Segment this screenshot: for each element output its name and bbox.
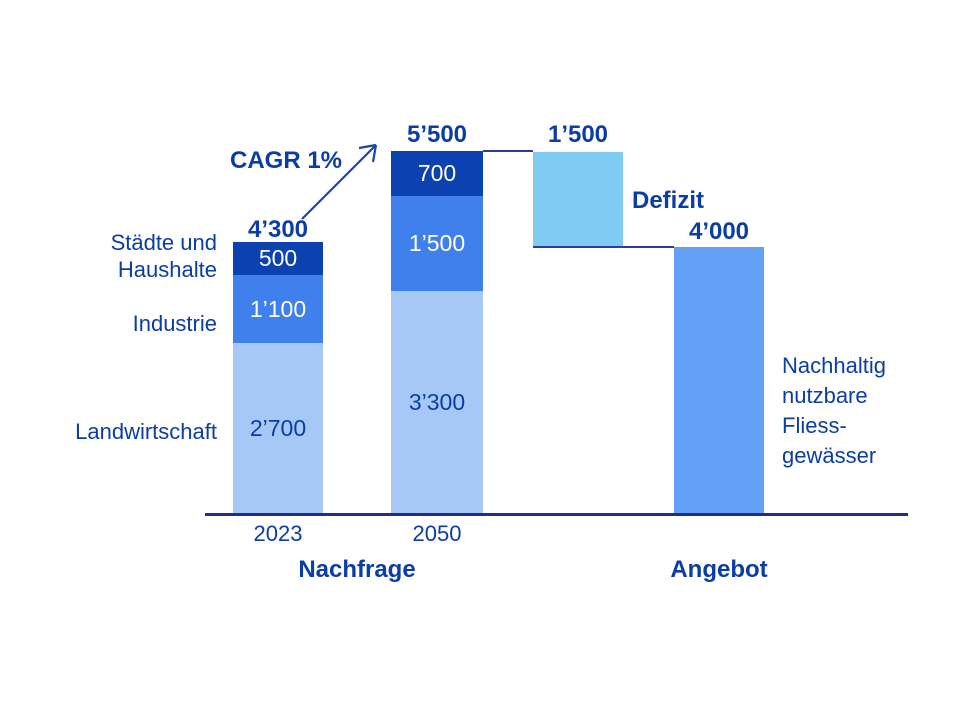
connector-deficit-to-supply: [533, 246, 674, 248]
bar-2050-cities-value: 700: [417, 160, 457, 186]
growth-arrow-icon: [301, 143, 378, 220]
bar-2023-agriculture-value: 2’700: [249, 415, 307, 441]
bar-2023-segment-industry: 1’100: [233, 275, 323, 343]
bar-2023-industry-value: 1’100: [249, 295, 307, 322]
connector-2050-to-deficit: [483, 150, 533, 152]
category-label-industry: Industrie: [132, 311, 217, 336]
total-2023-label: 4’300: [247, 216, 309, 243]
bar-2050-agriculture-value: 3’300: [408, 389, 466, 415]
category-label-agriculture: Landwirtschaft: [75, 419, 217, 444]
bar-2050-segment-cities: 700: [391, 151, 483, 196]
supply-total-label: 4’000: [688, 218, 750, 245]
x-label-2023: 2023: [253, 521, 303, 546]
deficit-total-label: 1’500: [547, 121, 609, 148]
category-label-cities: Städte und Haushalte: [110, 230, 217, 282]
group-label-demand: Nachfrage: [298, 556, 416, 583]
bar-2050-segment-industry: 1’500: [391, 196, 483, 291]
bar-2050-segment-agriculture: 3’300: [391, 291, 483, 514]
total-2050-label: 5’500: [406, 121, 468, 148]
bar-2023-segment-agriculture: 2’700: [233, 343, 323, 514]
bar-2050-industry-value: 1’500: [408, 230, 466, 256]
x-axis-baseline: [205, 513, 908, 516]
supply-bar: [674, 247, 764, 514]
x-label-2050: 2050: [412, 521, 462, 546]
bar-2023-segment-cities: 500: [233, 242, 323, 275]
bar-2023-cities-value: 500: [258, 245, 298, 271]
cagr-label: CAGR 1%: [230, 147, 343, 174]
supply-note-label: Nachhaltig nutzbare Fliess- gewässer: [782, 353, 886, 468]
deficit-label: Defizit: [632, 187, 704, 214]
deficit-bar: [533, 152, 623, 247]
group-label-supply: Angebot: [670, 556, 768, 583]
